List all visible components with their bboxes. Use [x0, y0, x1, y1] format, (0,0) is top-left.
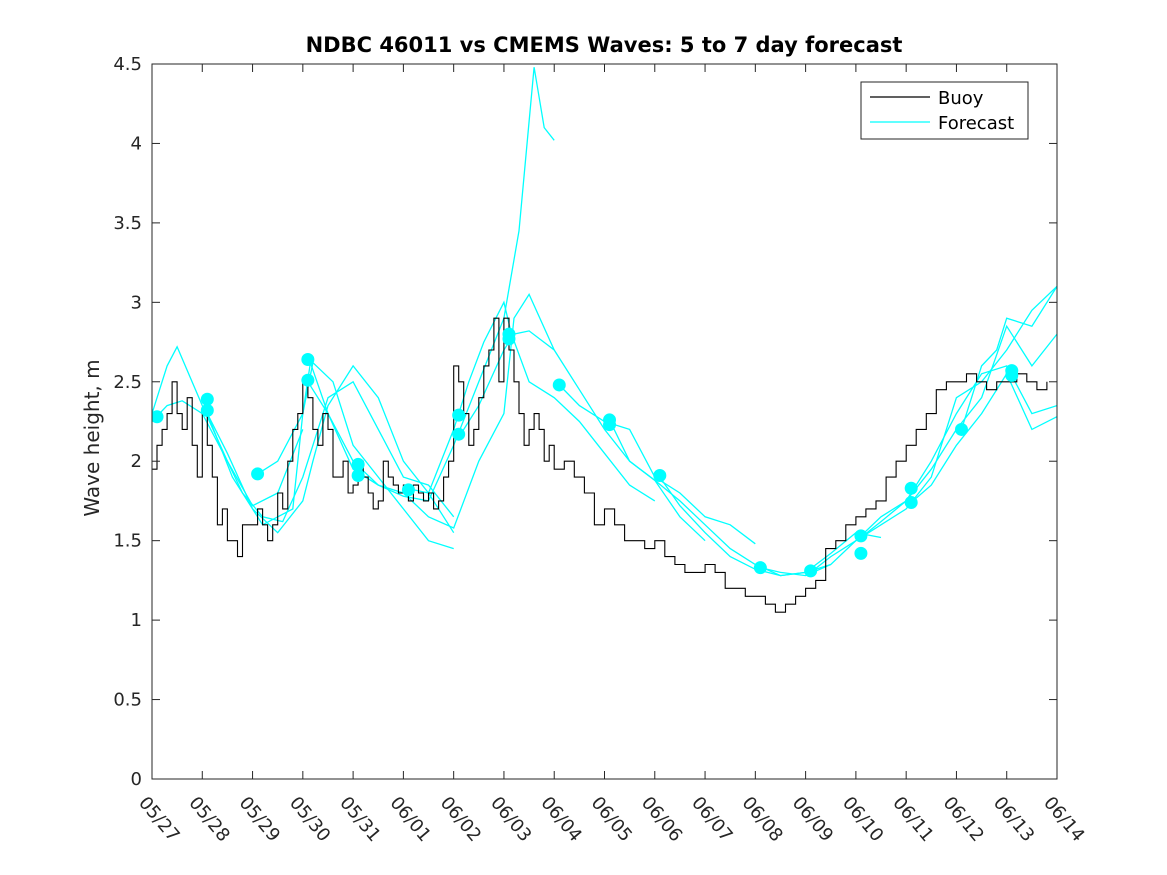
forecast-marker — [251, 467, 265, 481]
x-tick-label: 06/02 — [436, 793, 485, 846]
forecast-marker — [200, 392, 214, 406]
x-tick-label: 05/28 — [184, 793, 233, 846]
legend-buoy-label: Buoy — [938, 88, 984, 109]
y-tick-label: 0 — [131, 769, 142, 790]
y-tick-label: 4 — [131, 133, 142, 154]
x-tick-label: 05/30 — [285, 793, 334, 846]
forecast-marker — [301, 353, 315, 367]
x-tick-label: 06/12 — [939, 793, 988, 846]
forecast-line-11 — [760, 285, 1057, 577]
forecast-marker — [854, 529, 868, 543]
x-tick-label: 06/11 — [888, 793, 937, 846]
forecast-line-7 — [458, 330, 706, 542]
forecast-marker — [904, 496, 918, 510]
forecast-marker — [152, 410, 164, 424]
y-tick-label: 1 — [131, 610, 142, 631]
forecast-marker — [301, 373, 315, 387]
y-tick-label: 1.5 — [113, 531, 142, 552]
x-tick-label: 05/27 — [134, 793, 183, 846]
legend-forecast-label: Forecast — [938, 113, 1014, 134]
y-tick-label: 3.5 — [113, 213, 142, 234]
forecast-line-0 — [152, 345, 304, 507]
forecast-marker — [804, 564, 818, 578]
forecast-marker — [954, 422, 968, 436]
x-tick-label: 06/06 — [637, 793, 686, 846]
forecast-marker — [452, 427, 466, 441]
forecast-marker — [1005, 368, 1019, 382]
x-tick-label: 05/29 — [235, 793, 284, 846]
forecast-line-15 — [960, 286, 1057, 430]
x-tick-label: 06/09 — [788, 793, 837, 846]
forecast-line-8 — [558, 384, 756, 545]
legend: Buoy Forecast — [860, 81, 1029, 140]
x-tick-label: 06/04 — [536, 793, 585, 846]
forecast-line-10 — [659, 476, 882, 577]
forecast-marker — [653, 469, 667, 483]
x-tick-label: 06/10 — [838, 793, 887, 846]
forecast-marker — [854, 546, 868, 560]
forecast-line-2 — [206, 364, 455, 534]
forecast-marker — [753, 561, 767, 575]
forecast-line-14 — [910, 372, 1057, 503]
x-tick-label: 05/31 — [335, 793, 384, 846]
forecast-line-6 — [413, 300, 656, 502]
forecast-marker — [502, 332, 516, 346]
y-tick-label: 2.5 — [113, 372, 142, 393]
x-tick-label: 06/08 — [738, 793, 787, 846]
forecast-line-3 — [206, 361, 454, 550]
x-tick-label: 06/01 — [386, 793, 435, 846]
forecast-marker — [603, 418, 617, 432]
x-tick-label: 06/07 — [687, 793, 736, 846]
y-tick-label: 3 — [131, 292, 142, 313]
forecast-marker — [452, 408, 466, 422]
x-tick-label: 06/13 — [989, 793, 1038, 846]
forecast-marker — [552, 378, 566, 392]
forecast-line-9 — [608, 419, 831, 577]
forecast-line-5 — [307, 67, 555, 502]
y-tick-label: 2 — [131, 451, 142, 472]
forecast-marker — [351, 457, 365, 471]
forecast-marker — [401, 483, 415, 497]
legend-box — [860, 81, 1029, 140]
chart-title: NDBC 46011 vs CMEMS Waves: 5 to 7 day fo… — [306, 33, 903, 57]
forecast-marker — [351, 469, 365, 483]
forecast-marker — [904, 481, 918, 495]
forecast-marker — [200, 403, 214, 417]
x-tick-label: 06/05 — [587, 793, 636, 846]
y-tick-label: 4.5 — [113, 54, 142, 75]
buoy-line — [152, 317, 1048, 613]
y-tick-label: 0.5 — [113, 690, 142, 711]
x-tick-label: 06/03 — [486, 793, 535, 846]
x-tick-label: 06/14 — [1039, 793, 1088, 846]
y-axis-label: Wave height, m — [80, 359, 104, 516]
